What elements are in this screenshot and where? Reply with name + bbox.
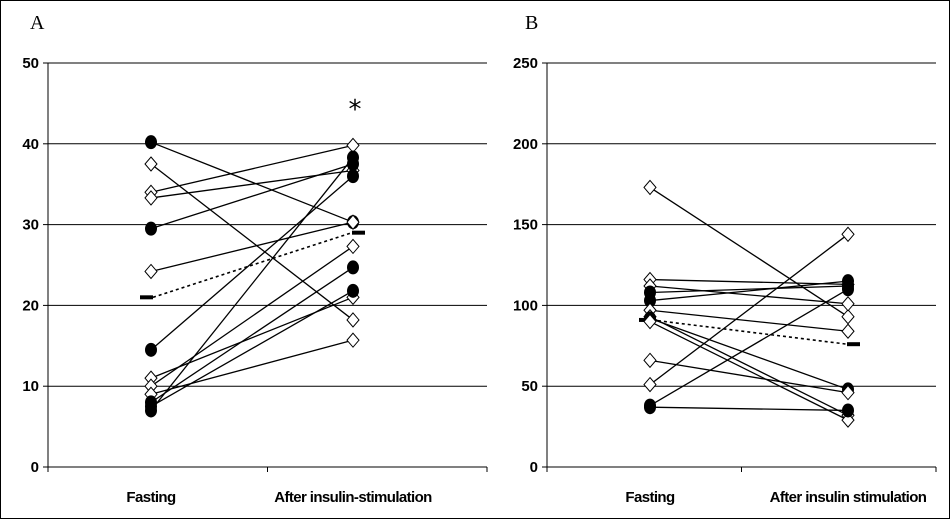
data-point-filled-circle xyxy=(842,403,854,418)
y-tick-label: 20 xyxy=(22,297,39,314)
x-category-label: Fasting xyxy=(126,489,176,506)
series-line xyxy=(649,359,849,394)
x-category-label: After insulin stimulation xyxy=(770,489,927,506)
data-point-filled-circle xyxy=(347,169,359,184)
y-tick-label: 30 xyxy=(22,217,39,234)
mean-line xyxy=(651,319,848,345)
data-point-open-diamond xyxy=(841,308,855,325)
series-line xyxy=(649,285,849,305)
chart-panel-b: 0 50 100 150 200 250 Fasting After insulin stim… xyxy=(513,55,937,506)
y-tick-label: 40 xyxy=(22,136,39,153)
y-tick-label: 100 xyxy=(513,297,538,314)
data-point-open-diamond xyxy=(841,412,855,428)
data-point-open-diamond xyxy=(643,313,657,330)
y-tick-label: 10 xyxy=(22,378,39,395)
y-tick-label: 200 xyxy=(513,136,538,153)
data-point-filled-circle xyxy=(644,293,656,308)
data-point-open-diamond xyxy=(346,137,360,154)
y-tick-label: 0 xyxy=(31,459,39,476)
series-line xyxy=(150,157,354,411)
series-line xyxy=(150,245,354,387)
y-tick-label: 50 xyxy=(22,55,39,72)
series-line xyxy=(649,288,849,407)
data-point-filled-circle xyxy=(347,283,359,298)
data-point-filled-circle xyxy=(145,403,157,418)
data-point-filled-circle xyxy=(347,260,359,275)
data-point-open-diamond xyxy=(841,384,855,401)
chart-panel-a: 0 10 20 30 40 50 Fasting After insulin-stimulat… xyxy=(22,55,488,506)
y-tick-label: 150 xyxy=(513,217,538,234)
series-line xyxy=(150,144,354,193)
series-line xyxy=(150,163,354,230)
series-line xyxy=(649,317,849,391)
data-point-filled-circle xyxy=(347,150,359,165)
significance-marker: * xyxy=(349,95,362,125)
series-line xyxy=(649,233,849,386)
data-point-open-diamond xyxy=(144,263,158,280)
data-point-open-diamond xyxy=(643,352,657,369)
series-line xyxy=(649,406,849,412)
series-line xyxy=(150,290,354,407)
data-point-open-diamond xyxy=(346,214,360,230)
series-line xyxy=(150,339,354,395)
data-point-filled-circle xyxy=(145,135,157,150)
panel-label-b: B xyxy=(525,12,538,34)
x-category-label: Fasting xyxy=(625,489,675,506)
series-line xyxy=(649,309,849,332)
data-point-open-diamond xyxy=(346,312,360,328)
series-line xyxy=(649,280,849,302)
series-line xyxy=(649,320,849,421)
series-line xyxy=(649,186,849,318)
x-category-label: After insulin-stimulation xyxy=(274,489,432,506)
data-point-open-diamond xyxy=(144,156,158,172)
y-tick-label: 50 xyxy=(521,378,538,395)
panel-label-a: A xyxy=(30,12,45,34)
data-point-open-diamond xyxy=(841,296,855,312)
series-line xyxy=(150,163,354,321)
series-line xyxy=(150,221,354,273)
series-line xyxy=(649,316,849,416)
series-line xyxy=(150,141,354,223)
data-point-open-diamond xyxy=(643,376,657,393)
series-line xyxy=(649,285,849,294)
data-point-filled-circle xyxy=(145,221,157,236)
data-point-open-diamond xyxy=(643,179,657,196)
data-point-open-diamond xyxy=(841,323,855,340)
data-point-filled-circle xyxy=(644,400,656,415)
data-point-filled-circle xyxy=(842,282,854,297)
series-line xyxy=(649,278,849,286)
data-point-open-diamond xyxy=(346,238,360,255)
y-tick-label: 250 xyxy=(513,55,538,72)
mean-line xyxy=(152,231,353,299)
series-line xyxy=(150,266,354,403)
data-point-filled-circle xyxy=(145,342,157,357)
data-point-open-diamond xyxy=(144,190,158,206)
series-line xyxy=(150,169,354,199)
data-point-open-diamond xyxy=(346,332,360,348)
data-point-open-diamond xyxy=(841,226,855,243)
y-tick-label: 0 xyxy=(530,459,538,476)
series-line xyxy=(150,175,354,351)
